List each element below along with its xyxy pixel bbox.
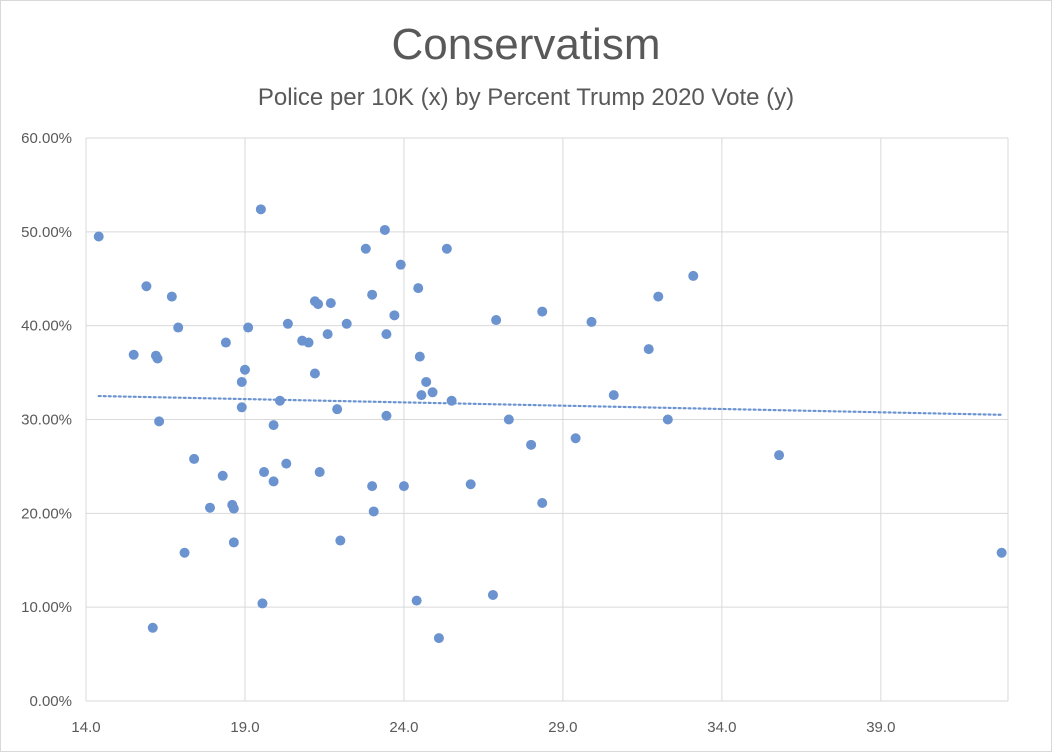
data-point (389, 310, 400, 321)
data-point (367, 289, 378, 300)
y-tick-label: 30.00% (21, 412, 72, 429)
trendline (97, 394, 1003, 416)
data-point (395, 259, 406, 270)
data-point (268, 476, 279, 487)
data-point (128, 349, 139, 360)
data-point (381, 410, 392, 421)
data-point (503, 414, 514, 425)
data-point (446, 395, 457, 406)
data-point (239, 364, 250, 375)
y-tick-label: 20.00% (21, 505, 72, 522)
data-point (465, 479, 476, 490)
data-point (141, 281, 152, 292)
data-point (173, 322, 184, 333)
data-point (228, 537, 239, 548)
data-point (421, 376, 432, 387)
data-point (228, 503, 239, 514)
y-tick-label: 0.00% (29, 693, 72, 710)
data-point (236, 376, 247, 387)
chart-subtitle: Police per 10K (x) by Percent Trump 2020… (257, 84, 795, 111)
data-point (217, 470, 228, 481)
data-point (586, 316, 597, 327)
data-point (367, 481, 378, 492)
data-point (411, 595, 422, 606)
data-point (335, 535, 346, 546)
data-point (653, 291, 664, 302)
data-point (662, 414, 673, 425)
data-point (491, 315, 502, 326)
data-point (314, 467, 325, 478)
data-point (259, 467, 270, 478)
data-point (398, 481, 409, 492)
y-tick-label: 40.00% (21, 318, 72, 335)
data-point (379, 224, 390, 235)
data-point (309, 368, 320, 379)
data-point (608, 390, 619, 401)
linear-trendline (97, 394, 1003, 416)
data-point (688, 270, 699, 281)
data-point (526, 439, 537, 450)
data-point (368, 506, 379, 517)
data-point (313, 299, 324, 310)
x-tick-label: 19.0 (230, 719, 259, 736)
chart-title: Conservatism (391, 20, 661, 69)
data-point (274, 395, 285, 406)
y-tick-label: 60.00% (21, 130, 72, 147)
data-points (93, 204, 1007, 644)
data-point (281, 458, 292, 469)
x-axis-tick-labels: 14.0 19.0 24.0 29.0 34.0 39.0 (71, 719, 895, 736)
data-point (152, 353, 163, 364)
data-point (341, 318, 352, 329)
data-point (93, 231, 104, 242)
data-point (332, 404, 343, 415)
y-tick-label: 10.00% (21, 599, 72, 616)
data-point (166, 291, 177, 302)
x-tick-label: 14.0 (71, 719, 100, 736)
data-point (360, 243, 371, 254)
data-point (282, 318, 293, 329)
data-point (427, 387, 438, 398)
data-point (441, 243, 452, 254)
x-tick-label: 29.0 (548, 719, 577, 736)
data-point (268, 420, 279, 431)
data-point (322, 329, 333, 340)
data-point (570, 433, 581, 444)
data-point (147, 622, 158, 633)
data-point (643, 344, 654, 355)
data-point (381, 329, 392, 340)
data-point (487, 589, 498, 600)
x-tick-label: 24.0 (389, 719, 418, 736)
data-point (774, 450, 785, 461)
data-point (433, 633, 444, 644)
data-point (257, 598, 268, 609)
data-point (220, 337, 231, 348)
data-point (154, 416, 165, 427)
data-point (236, 402, 247, 413)
data-point (325, 298, 336, 309)
data-point (537, 306, 548, 317)
x-tick-label: 34.0 (707, 719, 736, 736)
data-point (204, 502, 215, 513)
data-point (413, 283, 424, 294)
x-tick-label: 39.0 (866, 719, 895, 736)
data-point (537, 498, 548, 509)
data-point (243, 322, 254, 333)
data-point (255, 204, 266, 215)
data-point (416, 390, 427, 401)
gridlines (85, 137, 1009, 702)
y-axis-tick-labels: 0.00% 10.00% 20.00% 30.00% 40.00% 50.00% 60.00… (21, 130, 72, 710)
data-point (414, 351, 425, 362)
data-point (179, 547, 190, 558)
data-point (303, 337, 314, 348)
data-point (996, 547, 1007, 558)
y-tick-label: 50.00% (21, 224, 72, 241)
data-point (189, 453, 200, 464)
